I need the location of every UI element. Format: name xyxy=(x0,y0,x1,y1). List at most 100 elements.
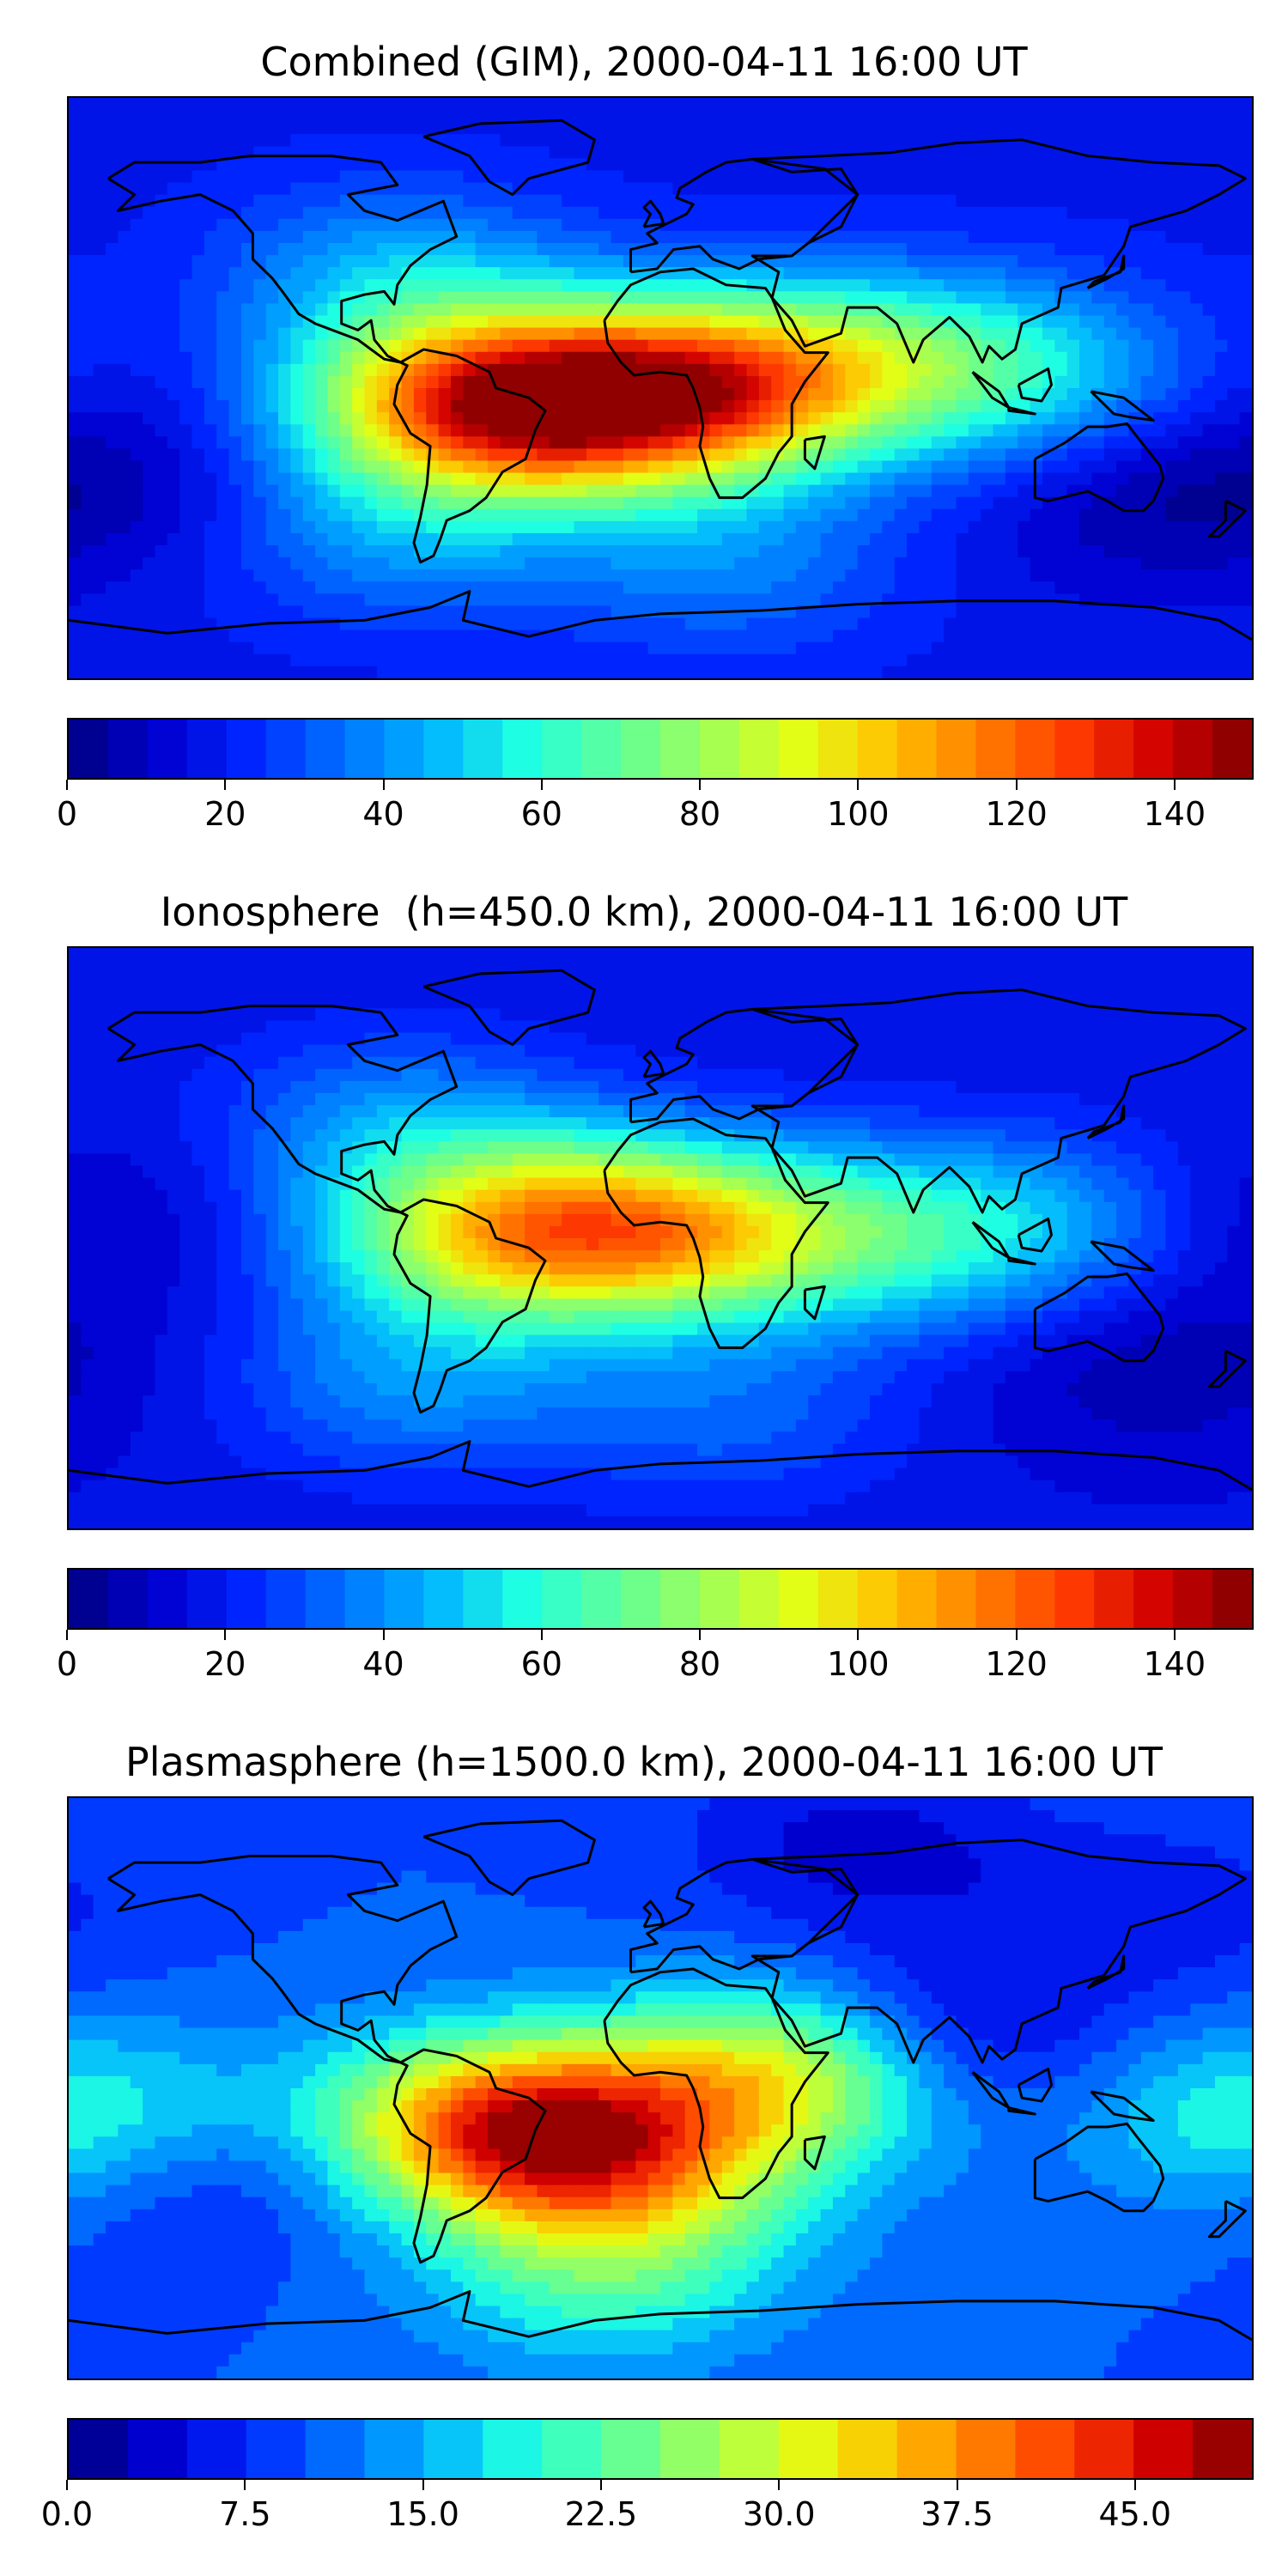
contour-cell xyxy=(956,496,969,510)
contour-cell xyxy=(721,436,735,450)
contour-cell xyxy=(216,158,230,172)
contour-cell xyxy=(721,218,735,232)
contour-cell xyxy=(586,448,599,462)
contour-cell xyxy=(647,400,661,413)
contour-cell xyxy=(1042,182,1055,196)
contour-cell xyxy=(882,557,896,570)
contour-cell xyxy=(623,460,636,474)
contour-cell xyxy=(525,960,538,973)
contour-cell xyxy=(795,617,809,631)
contour-cell xyxy=(253,339,267,353)
contour-cell xyxy=(709,218,723,232)
contour-cell xyxy=(1202,303,1216,317)
contour-cell xyxy=(697,339,711,353)
contour-cell xyxy=(758,496,772,510)
contour-cell xyxy=(352,496,366,510)
contour-cell xyxy=(155,146,168,160)
contour-cell xyxy=(1079,230,1092,244)
contour-cell xyxy=(475,460,489,474)
contour-cell xyxy=(734,460,748,474)
contour-cell xyxy=(1054,315,1068,329)
contour-cell xyxy=(1042,146,1055,160)
contour-cell xyxy=(438,255,452,268)
contour-cell xyxy=(907,194,920,208)
contour-cell xyxy=(882,158,896,172)
contour-cell xyxy=(488,170,501,184)
contour-cell xyxy=(1116,279,1130,292)
contour-cell xyxy=(488,960,501,973)
contour-cell xyxy=(734,436,748,450)
contour-cell xyxy=(1030,484,1043,498)
contour-cell xyxy=(993,339,1006,353)
contour-cell xyxy=(611,122,624,135)
contour-cell xyxy=(327,158,341,172)
contour-cell xyxy=(1054,605,1068,619)
contour-cell xyxy=(191,291,205,305)
contour-cell xyxy=(253,641,267,655)
contour-cell xyxy=(525,375,538,389)
contour-cell xyxy=(463,629,477,643)
coastline xyxy=(1007,406,1036,416)
contour-cell xyxy=(647,605,661,619)
contour-cell xyxy=(1239,230,1252,244)
contour-cell xyxy=(216,255,230,268)
contour-cell xyxy=(352,484,366,498)
contour-cell xyxy=(463,363,477,377)
contour-cell xyxy=(795,230,809,244)
contour-cell xyxy=(463,327,477,341)
contour-cell xyxy=(228,960,242,973)
contour-cell xyxy=(1140,605,1154,619)
contour-cell xyxy=(500,363,513,377)
contour-cell xyxy=(1103,484,1117,498)
contour-cell xyxy=(179,291,193,305)
contour-cell xyxy=(660,170,673,184)
contour-cell xyxy=(413,569,427,582)
contour-cell xyxy=(426,339,440,353)
contour-cell xyxy=(413,255,427,268)
contour-cell xyxy=(1190,557,1204,570)
contour-cell xyxy=(339,472,353,486)
contour-cell xyxy=(795,339,809,353)
contour-cell xyxy=(1042,653,1055,667)
contour-cell xyxy=(1030,653,1043,667)
contour-cell xyxy=(1227,315,1241,329)
contour-cell xyxy=(1140,303,1154,317)
contour-cell xyxy=(438,545,452,558)
contour-cell xyxy=(907,557,920,570)
contour-cell xyxy=(216,327,230,341)
contour-cell xyxy=(302,267,316,280)
contour-cell xyxy=(118,484,131,498)
contour-cell xyxy=(697,557,711,570)
contour-cell xyxy=(1030,388,1043,401)
contour-cell xyxy=(882,279,896,292)
contour-cell xyxy=(253,291,267,305)
contour-cell xyxy=(118,533,131,546)
contour-cell xyxy=(401,948,415,961)
contour-cell xyxy=(647,388,661,401)
contour-cell xyxy=(549,460,562,474)
contour-cell xyxy=(783,581,797,595)
contour-cell xyxy=(1239,110,1252,123)
contour-cell xyxy=(919,230,933,244)
contour-cell xyxy=(562,520,575,534)
contour-cell xyxy=(820,972,834,985)
contour-cell xyxy=(660,158,673,172)
contour-cell xyxy=(783,170,797,184)
contour-cell xyxy=(586,484,599,498)
contour-cell xyxy=(155,948,168,961)
contour-cell xyxy=(278,351,291,365)
contour-cell xyxy=(1227,972,1241,985)
contour-cell xyxy=(1005,665,1018,678)
contour-cell xyxy=(106,533,119,546)
contour-cell xyxy=(882,182,896,196)
contour-cell xyxy=(1079,472,1092,486)
contour-cell xyxy=(672,424,686,437)
contour-cell xyxy=(721,948,735,961)
contour-cell xyxy=(438,496,452,510)
contour-cell xyxy=(167,545,180,558)
contour-cell xyxy=(857,339,871,353)
contour-cell xyxy=(240,98,254,111)
contour-cell xyxy=(1190,363,1204,377)
contour-cell xyxy=(167,182,180,196)
contour-cell xyxy=(586,158,599,172)
